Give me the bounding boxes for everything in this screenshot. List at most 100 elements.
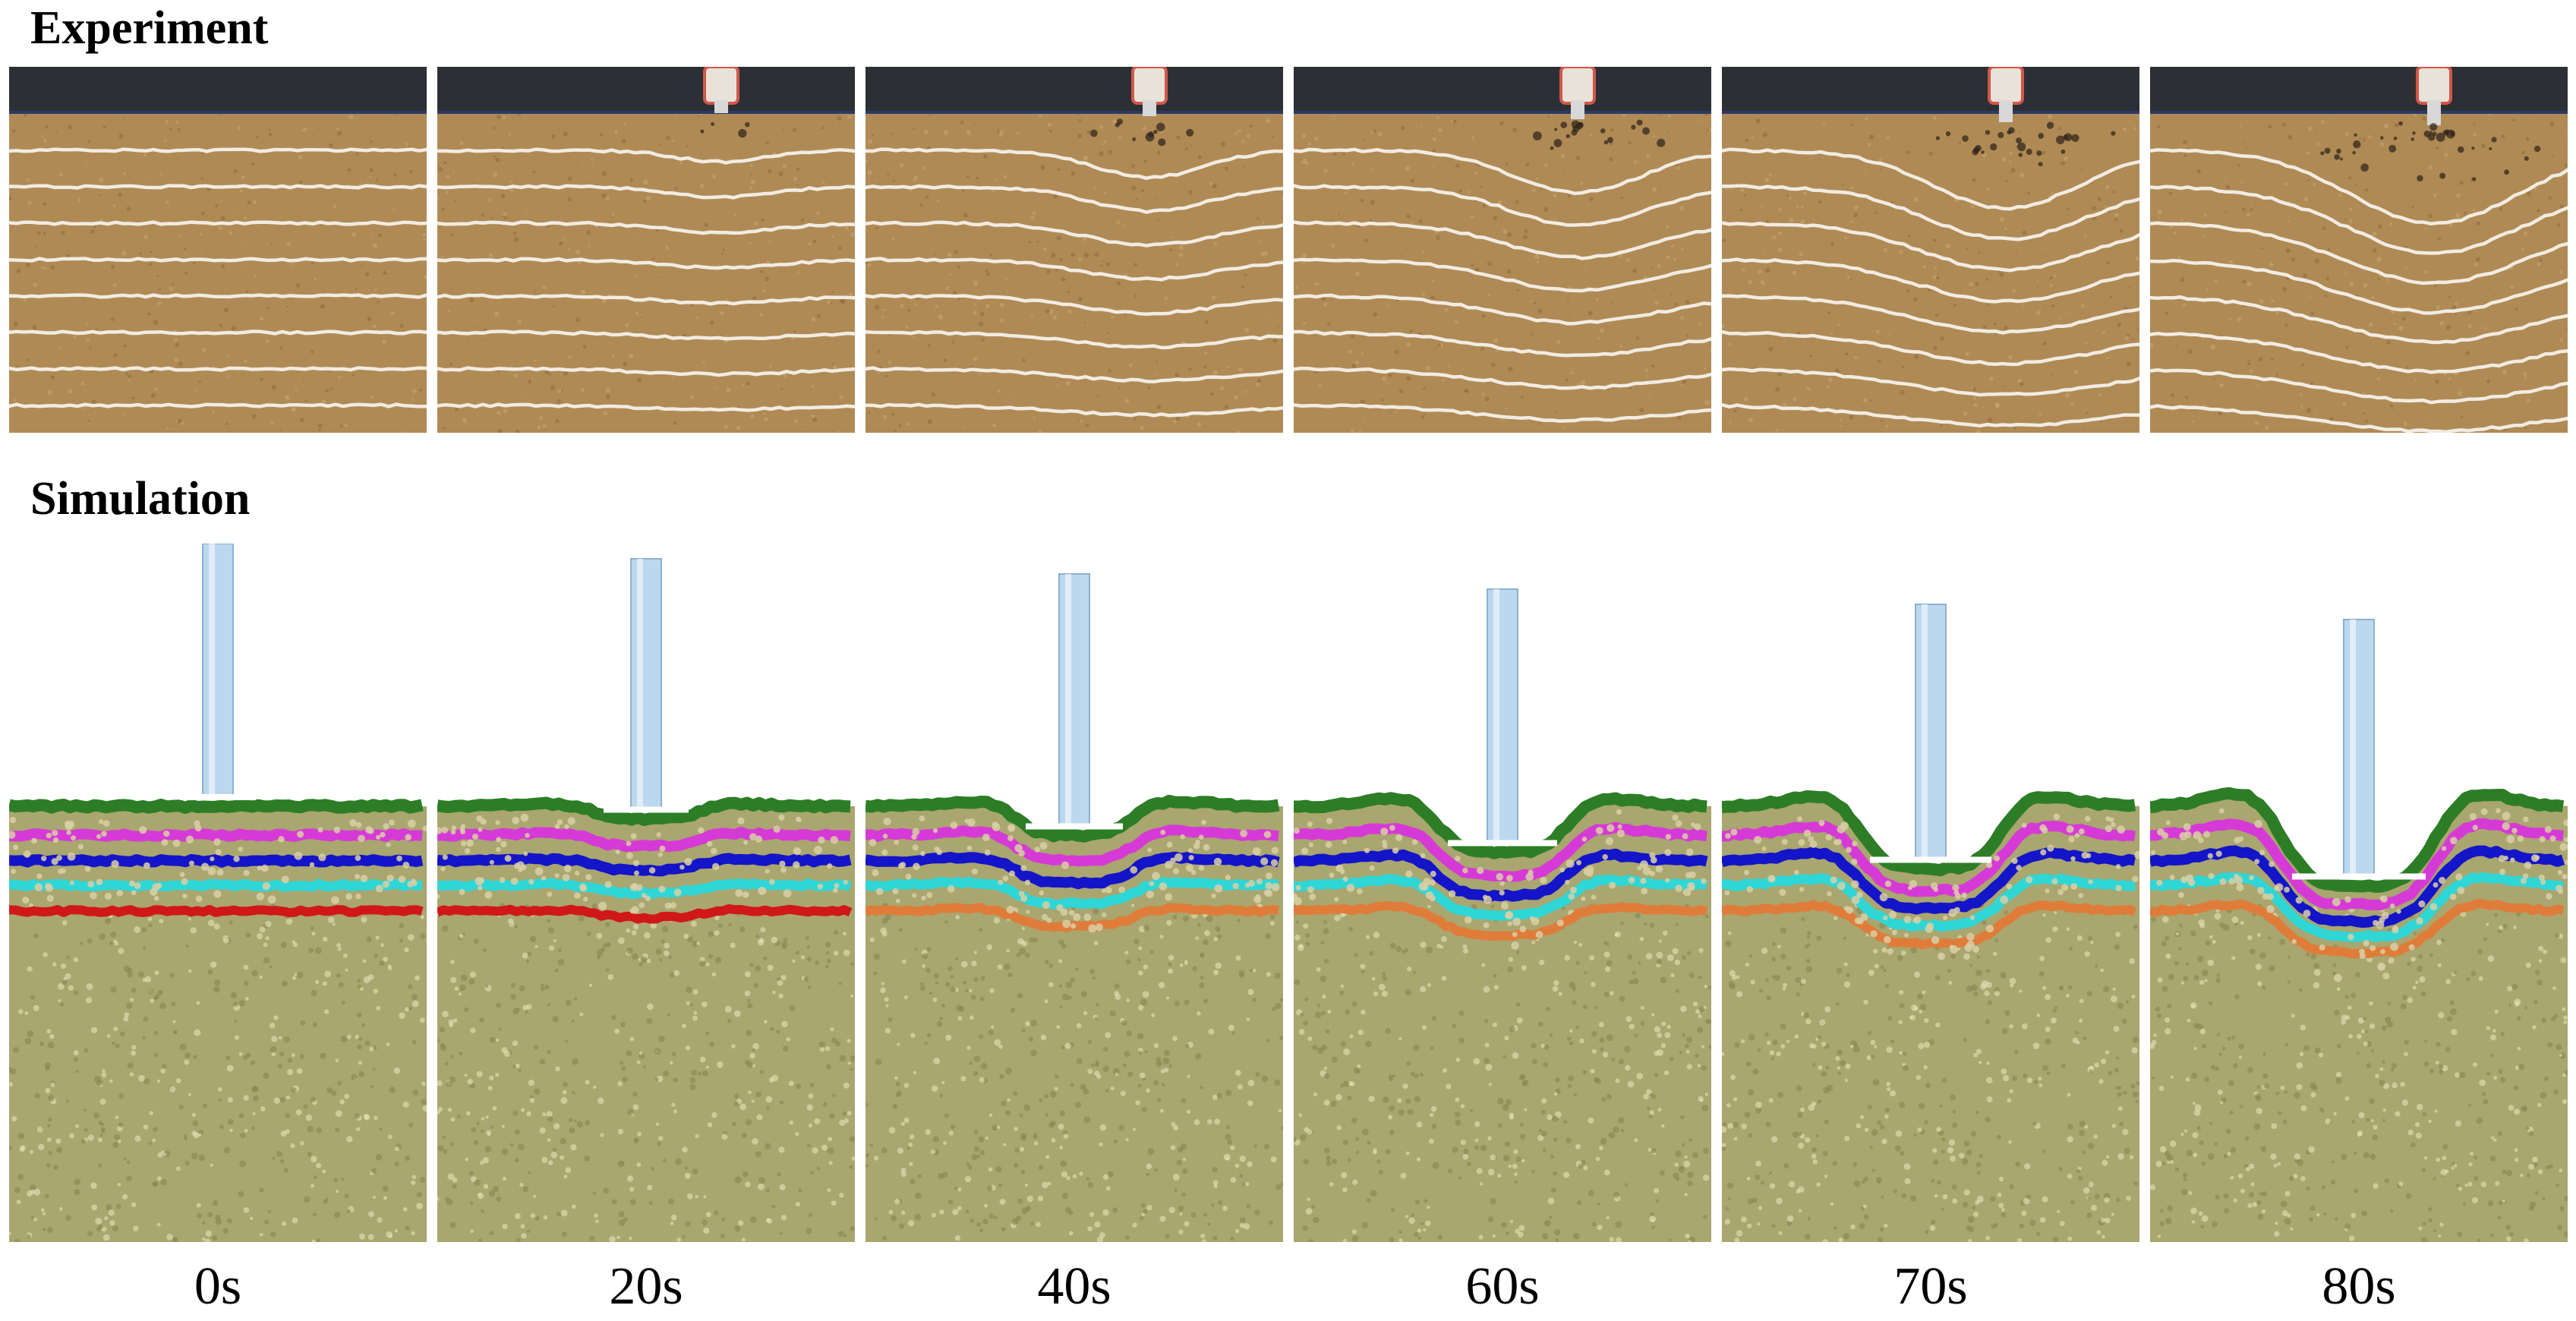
white-marker-layer	[9, 257, 427, 263]
white-marker-layer	[865, 329, 1283, 350]
white-marker-layer	[9, 402, 427, 408]
colored-particle-layer	[2150, 818, 2565, 911]
colored-particle-layer	[2150, 899, 2564, 959]
experiment-photo-row	[9, 67, 2568, 433]
time-label-row: 0s 20s 40s 60s 70s 80s	[9, 1257, 2568, 1318]
white-marker-layer	[9, 220, 427, 226]
experiment-photo-0s	[9, 67, 427, 433]
experiment-photo-graphic	[2150, 67, 2568, 433]
rod-tip-plate	[1026, 823, 1123, 830]
white-marker-layer	[2150, 184, 2568, 255]
simulation-heading: Simulation	[30, 473, 251, 525]
time-label-0s: 0s	[194, 1257, 242, 1316]
white-marker-layer	[1294, 366, 1711, 390]
surface-crack-zone	[700, 121, 750, 138]
penetrating-rod	[2343, 619, 2375, 876]
white-marker-layer	[865, 366, 1283, 383]
simulation-render-60s	[1294, 544, 1711, 1242]
white-marker-layer	[437, 366, 855, 377]
white-marker-layer	[865, 402, 1283, 418]
apparatus-frame	[1722, 67, 2139, 112]
surface-particles	[9, 816, 427, 905]
experiment-photo-80s	[2150, 67, 2568, 433]
white-marker-layer	[1722, 294, 2139, 335]
simulation-render-20s	[437, 544, 855, 1242]
loading-rod-head	[1131, 67, 1168, 105]
white-marker-layer	[437, 402, 855, 412]
time-label-70s: 70s	[1893, 1257, 1968, 1316]
white-marker-layer	[2150, 221, 2568, 285]
white-marker-layer	[9, 147, 427, 153]
surface-particles	[437, 813, 848, 914]
white-marker-layer	[1294, 257, 1711, 293]
loading-rod-head	[1988, 67, 2024, 105]
colored-particle-layer	[865, 824, 1279, 867]
colored-particle-layer	[437, 878, 852, 900]
colored-particle-layer	[865, 851, 1280, 890]
white-marker-layer	[1722, 147, 2139, 211]
white-marker-layer	[1722, 402, 2139, 428]
white-marker-layer	[437, 220, 855, 235]
colored-particle-layer	[2150, 872, 2564, 942]
colored-particle-layer	[2150, 787, 2565, 893]
colored-particle-layer	[9, 828, 423, 842]
rod-tip-plate	[1870, 856, 1991, 863]
apparatus-frame	[2150, 67, 2568, 112]
colored-particle-layer	[437, 904, 853, 924]
particle-texture	[9, 903, 427, 1242]
surface-particles	[2151, 808, 2568, 982]
white-marker-layer	[1722, 257, 2139, 304]
time-label-20s: 20s	[609, 1257, 683, 1316]
particle-bed	[1294, 799, 1711, 1242]
white-marker-layer	[1722, 221, 2139, 273]
sand-background	[2150, 67, 2568, 433]
simulation-render-40s	[865, 544, 1283, 1242]
simulation-render-graphic	[865, 573, 1283, 1242]
loading-rod	[714, 100, 728, 113]
white-marker-layer	[865, 257, 1283, 282]
white-marker-layer	[437, 184, 855, 200]
sand-background	[9, 67, 427, 433]
experiment-photo-graphic	[1722, 67, 2139, 433]
colored-particle-layer	[9, 854, 424, 868]
white-marker-layer	[2150, 148, 2568, 225]
simulation-render-graphic	[1722, 604, 2139, 1242]
simulation-render-80s	[2150, 544, 2568, 1242]
experiment-photo-graphic	[1294, 67, 1711, 433]
particle-texture	[1722, 903, 2139, 1242]
penetrating-rod	[202, 544, 234, 796]
white-marker-layer	[2150, 295, 2568, 345]
colored-particle-layer	[9, 878, 423, 892]
experiment-photo-20s	[437, 67, 855, 433]
white-marker-layer	[2150, 368, 2568, 405]
penetrating-rod	[1487, 588, 1518, 843]
penetrating-rod	[1915, 604, 1947, 859]
white-marker-layer	[437, 293, 855, 306]
white-marker-layer	[865, 220, 1283, 247]
colored-particle-layer	[1294, 792, 1707, 859]
white-marker-layer	[1294, 147, 1711, 196]
surface-particles	[869, 815, 1280, 933]
experiment-photo-70s	[1722, 67, 2139, 433]
white-marker-layer	[1294, 329, 1711, 358]
white-marker-layer	[9, 184, 427, 190]
experiment-photo-graphic	[437, 67, 855, 433]
colored-particle-layer	[437, 796, 851, 826]
colored-particle-layer	[1294, 901, 1708, 941]
white-marker-layer	[865, 147, 1283, 181]
white-marker-layer	[1722, 329, 2139, 367]
surface-crack-zone	[2320, 121, 2541, 182]
colored-particle-layer	[437, 827, 851, 853]
sand-grain-texture	[1294, 110, 1711, 433]
penetrating-rod	[1058, 573, 1090, 826]
white-marker-layer	[865, 293, 1283, 317]
simulation-render-row	[9, 544, 2568, 1242]
sand-grain-texture	[865, 112, 1283, 433]
surface-crack-zone	[1090, 118, 1194, 147]
sand-grain-texture	[9, 112, 427, 433]
apparatus-frame	[1294, 67, 1711, 112]
experiment-heading: Experiment	[30, 2, 269, 54]
loading-rod	[1571, 100, 1584, 119]
time-label-80s: 80s	[2322, 1257, 2396, 1316]
colored-particle-layer	[1722, 821, 2136, 897]
